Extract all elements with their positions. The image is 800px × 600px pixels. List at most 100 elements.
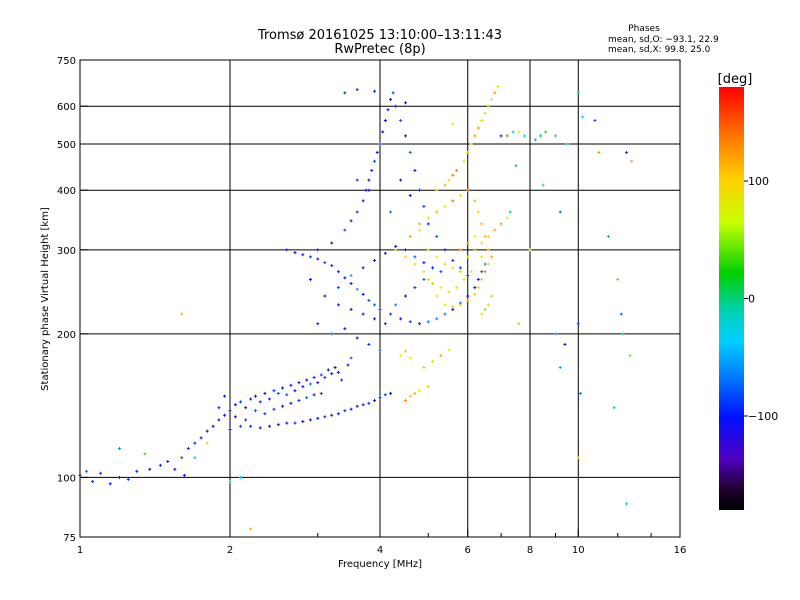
data-point (417, 222, 421, 226)
data-point (451, 305, 455, 309)
data-point (597, 150, 601, 154)
data-point (312, 393, 316, 397)
data-point (349, 274, 353, 278)
data-point (312, 375, 316, 379)
y-axis-label: Stationary phase Virtual Height [km] (40, 207, 51, 391)
data-point (336, 412, 340, 416)
data-point (99, 471, 103, 475)
data-point (417, 322, 421, 326)
data-point (576, 91, 580, 95)
data-point (389, 312, 393, 316)
data-point (431, 359, 435, 363)
data-point (263, 412, 267, 416)
data-point (431, 266, 435, 270)
data-point (443, 204, 447, 208)
data-point (316, 416, 320, 420)
data-point (336, 286, 340, 290)
data-point (333, 365, 337, 369)
data-point (355, 210, 359, 214)
data-point (480, 270, 484, 274)
y-tick-label: 500 (57, 140, 76, 151)
data-point (135, 469, 139, 473)
data-point (480, 119, 484, 123)
data-point (258, 400, 262, 404)
data-point (193, 456, 197, 460)
data-point (289, 401, 293, 405)
data-point (493, 91, 497, 95)
data-point (447, 348, 451, 352)
data-point (394, 248, 398, 252)
colorbar-tick-label: 0 (748, 293, 755, 306)
x-tick-label: 2 (227, 545, 233, 556)
data-points (78, 84, 634, 531)
data-point (486, 303, 490, 307)
data-point (486, 104, 490, 108)
data-point (117, 475, 121, 479)
data-point (258, 426, 262, 430)
data-point (323, 261, 327, 265)
data-point (126, 477, 130, 481)
data-point (466, 255, 470, 259)
data-point (581, 115, 585, 119)
data-point (413, 262, 417, 266)
data-point (336, 303, 340, 307)
data-point (301, 385, 305, 389)
data-point (285, 393, 289, 397)
data-point (228, 480, 232, 484)
data-point (108, 482, 112, 486)
data-point (253, 409, 257, 413)
data-point (386, 108, 390, 112)
data-point (439, 354, 443, 358)
data-point (346, 363, 350, 367)
data-point (180, 312, 184, 316)
data-point (217, 418, 221, 422)
data-point (541, 183, 545, 187)
data-point (228, 409, 232, 413)
data-point (480, 312, 484, 316)
data-point (361, 312, 365, 316)
data-point (316, 257, 320, 261)
data-point (413, 286, 417, 290)
data-point (443, 248, 447, 252)
y-tick-label: 100 (57, 473, 76, 484)
data-point (239, 424, 243, 428)
data-point (239, 400, 243, 404)
data-point (422, 261, 426, 265)
data-point (426, 216, 430, 220)
data-point (417, 228, 421, 232)
data-point (517, 322, 521, 326)
data-point (426, 385, 430, 389)
data-point (244, 406, 248, 410)
data-point (565, 142, 569, 146)
data-point (399, 178, 403, 182)
data-point (373, 159, 377, 163)
data-point (435, 188, 439, 192)
data-point (199, 436, 203, 440)
data-point (383, 393, 387, 397)
data-point (285, 421, 289, 425)
data-point (486, 262, 490, 266)
data-point (403, 101, 407, 105)
phases-mean-x: mean, sd,X: 99.8, 25.0 (608, 45, 711, 55)
data-point (364, 188, 368, 192)
data-point (447, 178, 451, 182)
data-point (413, 168, 417, 172)
data-point (361, 403, 365, 407)
phases-title: Phases (628, 24, 660, 34)
data-point (249, 424, 253, 428)
data-point (239, 475, 243, 479)
data-point (91, 480, 95, 484)
data-point (505, 134, 509, 138)
data-point (511, 130, 515, 134)
data-point (349, 407, 353, 411)
y-tick-label: 750 (57, 56, 76, 67)
data-point (469, 142, 473, 146)
data-point (205, 441, 209, 445)
data-point (451, 122, 455, 126)
data-point (180, 456, 184, 460)
data-point (528, 248, 532, 252)
data-point (223, 394, 227, 398)
data-point (496, 84, 500, 88)
data-point (426, 320, 430, 324)
data-point (373, 258, 377, 262)
